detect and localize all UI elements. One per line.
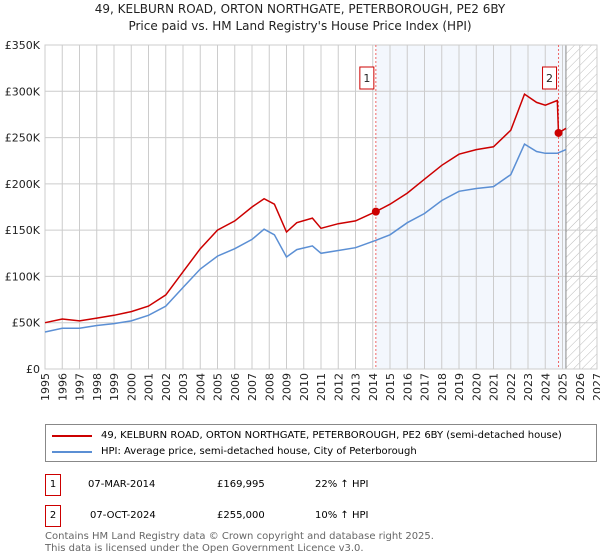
- sale-marker-badge: 1: [45, 474, 61, 496]
- sale-point: [554, 128, 563, 137]
- x-tick-label: 2017: [419, 373, 432, 401]
- x-tick-label: 2019: [453, 373, 466, 401]
- hpi-line: [44, 143, 567, 333]
- y-tick-label: £100K: [5, 270, 41, 283]
- y-tick-label: £300K: [5, 85, 41, 98]
- sale-annotation-box: [359, 66, 375, 90]
- x-tick-label: 2002: [160, 373, 173, 401]
- x-tick-label: 1999: [108, 373, 121, 401]
- x-tick-label: 2016: [401, 373, 414, 401]
- sale-hpi-diff: 10% ↑ HPI: [315, 510, 369, 521]
- sale-annotation-box: [542, 66, 558, 90]
- sale-price: £169,995: [217, 479, 265, 490]
- x-tick-label: 2000: [125, 373, 138, 401]
- sale-annotation-label: 2: [546, 72, 553, 85]
- legend-label-hpi: HPI: Average price, semi-detached house,…: [101, 446, 417, 457]
- legend-label-property: 49, KELBURN ROAD, ORTON NORTHGATE, PETER…: [101, 430, 562, 441]
- sale-row: 2 07-OCT-2024 £255,000 10% ↑ HPI: [45, 505, 445, 527]
- x-tick-label: 2027: [591, 373, 600, 401]
- y-tick-label: £200K: [5, 178, 41, 191]
- x-tick-label: 2015: [384, 373, 397, 401]
- x-tick-label: 1996: [56, 373, 69, 401]
- x-tick-label: 2004: [194, 373, 207, 401]
- x-tick-label: 2005: [212, 373, 225, 401]
- x-tick-label: 2022: [505, 373, 518, 401]
- x-tick-label: 2018: [436, 373, 449, 401]
- x-tick-label: 2023: [522, 373, 535, 401]
- x-tick-label: 2007: [246, 373, 259, 401]
- footer: Contains HM Land Registry data © Crown c…: [45, 531, 434, 555]
- x-tick-label: 2026: [574, 373, 587, 401]
- chart-title: 49, KELBURN ROAD, ORTON NORTHGATE, PETER…: [94, 2, 506, 16]
- sale-price: £255,000: [217, 510, 265, 521]
- y-tick-label: £50K: [12, 317, 41, 330]
- property-price-line: [44, 92, 567, 324]
- sale-date: 07-OCT-2024: [90, 510, 156, 521]
- sale-point: [371, 207, 380, 216]
- x-tick-label: 2009: [281, 373, 294, 401]
- x-tick-label: 1995: [39, 373, 52, 401]
- sale-annotation-label: 1: [363, 72, 370, 85]
- sale-row: 1 07-MAR-2014 £169,995 22% ↑ HPI: [45, 474, 445, 496]
- footer-line-2: This data is licensed under the Open Gov…: [45, 543, 364, 554]
- legend-swatch-hpi: [52, 450, 92, 453]
- x-tick-label: 2008: [263, 373, 276, 401]
- sale-date: 07-MAR-2014: [88, 479, 156, 490]
- shaded-period: [375, 45, 566, 369]
- y-tick-label: £250K: [5, 132, 41, 145]
- legend: 49, KELBURN ROAD, ORTON NORTHGATE, PETER…: [45, 424, 597, 462]
- x-tick-label: 2021: [488, 373, 501, 401]
- sale-marker-badge: 2: [45, 505, 61, 527]
- x-tick-label: 1998: [91, 373, 104, 401]
- x-tick-label: 2012: [332, 373, 345, 401]
- y-tick-label: £0: [26, 363, 40, 376]
- legend-swatch-property: [52, 434, 92, 437]
- price-chart: 1995 1996 1997 1998 1999 2000 2001 2002 2003 2004…: [5, 39, 600, 401]
- x-tick-label: 2013: [350, 373, 363, 401]
- x-tick-label: 2024: [539, 373, 552, 401]
- x-tick-label: 2025: [557, 373, 570, 401]
- y-tick-label: £150K: [5, 224, 41, 237]
- x-tick-label: 2010: [298, 373, 311, 401]
- x-tick-label: 1997: [74, 373, 87, 401]
- x-tick-label: 2014: [367, 373, 380, 401]
- x-tick-label: 2006: [229, 373, 242, 401]
- x-tick-label: 2020: [470, 373, 483, 401]
- x-tick-label: 2003: [177, 373, 190, 401]
- plot-frame: [44, 44, 598, 370]
- sale-hpi-diff: 22% ↑ HPI: [315, 479, 369, 490]
- x-tick-label: 2001: [143, 373, 156, 401]
- footer-line-1: Contains HM Land Registry data © Crown c…: [45, 531, 434, 542]
- x-tick-label: 2011: [315, 373, 328, 401]
- forecast-hatch: [565, 45, 597, 369]
- chart-subtitle: Price paid vs. HM Land Registry's House …: [128, 19, 472, 33]
- y-tick-label: £350K: [5, 39, 41, 52]
